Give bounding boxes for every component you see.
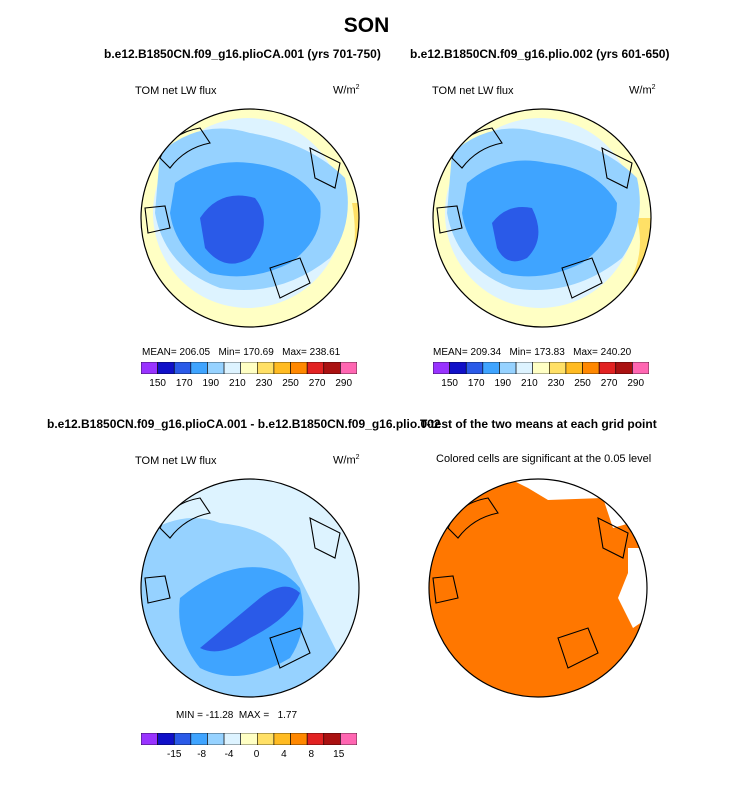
p2-stats: MEAN= 209.34 Min= 173.83 Max= 240.20 [433,347,632,358]
p2-field-core [492,207,539,262]
colorbar-box [273,362,291,374]
page-title: SON [343,14,390,37]
colorbar-tick-label: 230 [255,378,273,389]
colorbar-tick-label: 210 [229,378,246,389]
case2-title: b.e12.B1850CN.f09_g16.plio.002 (yrs 601-… [410,47,670,61]
colorbar-box [499,362,517,374]
colorbar-tick-label: 250 [282,378,299,389]
colorbar-box [257,362,275,374]
p3-colorbar-labels: -15 -8 -4 0 4 8 15 [141,749,357,763]
colorbar-tick-label: 190 [202,378,220,389]
colorbar-tick-label: 0 [253,749,260,760]
p2-polar-map [432,108,652,328]
p3-units: W/m2 [333,454,360,467]
p3-field-core [200,586,300,652]
colorbar-tick-label: 150 [149,378,166,389]
colorbar-box [207,733,225,745]
colorbar-box [190,362,208,374]
p4-coastlines [432,497,629,669]
colorbar-box [598,362,617,374]
colorbar-box [465,362,484,374]
p1-colorbar [141,362,357,374]
colorbar-tick-label: 170 [467,378,485,389]
colorbar-tick-label: 250 [574,378,591,389]
ttest-title: T-test of the two means at each grid poi… [420,417,657,431]
p2-colorbar [433,362,649,374]
colorbar-box [157,733,175,745]
colorbar-box [207,362,225,374]
colorbar-box [515,362,533,374]
colorbar-tick-label: 290 [627,378,645,389]
colorbar-box [449,362,467,374]
colorbar-box [323,733,341,745]
colorbar-box [306,733,325,745]
colorbar-box [257,733,275,745]
p1-field-core [200,195,264,264]
p3-stats: MIN = -11.28 MAX = 1.77 [176,710,298,721]
colorbar-tick-label: 270 [600,378,618,389]
colorbar-box [273,733,291,745]
colorbar-tick-label: 170 [175,378,193,389]
colorbar-tick-label: 230 [547,378,565,389]
p4-nonsignificant-east [618,548,647,628]
p3-coastlines [144,497,341,669]
colorbar-box [157,362,175,374]
colorbar-tick-label: 190 [494,378,512,389]
colorbar-tick-label: 270 [308,378,326,389]
colorbar-box [532,362,550,374]
p2-units: W/m2 [629,84,656,97]
colorbar-box [306,362,325,374]
p1-coastlines [144,127,341,299]
colorbar-box [323,362,341,374]
colorbar-box [340,362,357,374]
colorbar-tick-label: 4 [281,749,287,760]
colorbar-box [290,362,308,374]
colorbar-box [240,733,258,745]
colorbar-tick-label: -4 [224,749,234,760]
colorbar-tick-label: 150 [441,378,458,389]
colorbar-tick-label: -15 [166,749,182,760]
colorbar-tick-label: 8 [308,749,315,760]
diff-title: b.e12.B1850CN.f09_g16.plioCA.001 - b.e12… [47,417,441,431]
colorbar-box [190,733,208,745]
colorbar-box [482,362,500,374]
colorbar-box [223,362,241,374]
colorbar-tick-label: 210 [521,378,538,389]
case1-title: b.e12.B1850CN.f09_g16.plioCA.001 (yrs 70… [104,47,381,61]
colorbar-tick-label: -8 [197,749,207,760]
colorbar-box [223,733,241,745]
colorbar-box [141,362,158,374]
p1-map-border [140,108,360,328]
colorbar-box [173,733,192,745]
colorbar-box [615,362,633,374]
p3-variable: TOM net LW flux [135,455,217,467]
colorbar-box [141,733,158,745]
p3-polar-map [140,478,360,698]
p2-variable: TOM net LW flux [432,85,514,97]
p4-polar-map [428,478,648,698]
colorbar-box [433,362,450,374]
colorbar-tick-label: 15 [333,749,345,760]
colorbar-box [549,362,567,374]
colorbar-box [290,733,308,745]
p2-map-border [432,108,652,328]
p1-units: W/m2 [333,84,360,97]
colorbar-box [173,362,192,374]
p1-colorbar-labels: 150 170 190 210 230 250 270 290 [141,378,357,392]
colorbar-box [340,733,357,745]
p1-polar-map [140,108,360,328]
p3-colorbar [141,733,357,745]
p2-colorbar-labels: 150 170 190 210 230 250 270 290 [433,378,649,392]
colorbar-tick-label: 290 [335,378,353,389]
colorbar-box [582,362,600,374]
p3-map-border [140,478,360,698]
colorbar-box [632,362,649,374]
colorbar-box [565,362,583,374]
p4-map-border [428,478,648,698]
p4-significance-note: Colored cells are significant at the 0.0… [436,453,652,465]
colorbar-box [240,362,258,374]
p2-coastlines [436,127,633,299]
p1-variable: TOM net LW flux [135,85,217,97]
p1-stats: MEAN= 206.05 Min= 170.69 Max= 238.61 [142,347,341,358]
